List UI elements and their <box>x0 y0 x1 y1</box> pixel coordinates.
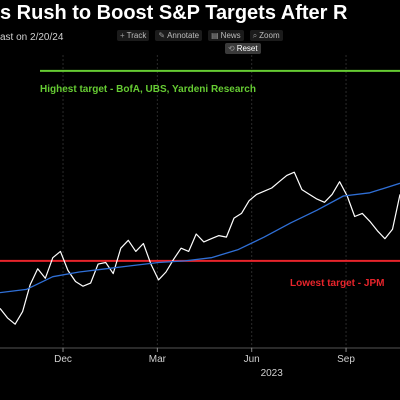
zoom-button[interactable]: ⌕ Zoom <box>249 30 283 41</box>
track-button[interactable]: + Track <box>117 30 150 41</box>
annotate-label: Annotate <box>167 31 200 40</box>
plus-icon: + <box>120 31 125 40</box>
chart-toolbar: + Track ✎ Annotate ▤ News ⌕ Zoom ⟲ Reset <box>117 30 287 54</box>
annotate-button[interactable]: ✎ Annotate <box>155 30 203 41</box>
chart-subtitle: ast on 2/20/24 <box>0 32 64 43</box>
index-price-line <box>0 171 400 325</box>
chart-title: s Rush to Boost S&P Targets After R <box>0 2 348 24</box>
x-year-label: 2023 <box>261 368 284 379</box>
zoom-label: Zoom <box>259 31 280 40</box>
highest-target-label: Highest target - BofA, UBS, Yardeni Rese… <box>40 84 256 95</box>
zoom-icon: ⌕ <box>252 30 258 40</box>
reset-button[interactable]: ⟲ Reset <box>225 43 261 54</box>
news-button[interactable]: ▤ News <box>208 30 244 41</box>
track-label: Track <box>126 31 147 40</box>
news-label: News <box>220 31 241 40</box>
lowest-target-label: Lowest target - JPM <box>290 278 384 289</box>
x-tick-label-0: Dec <box>54 354 72 365</box>
x-tick-label-3: Sep <box>337 354 355 365</box>
pencil-icon: ✎ <box>158 31 166 40</box>
moving-average-line <box>0 182 400 294</box>
news-icon: ▤ <box>211 31 219 40</box>
reset-label: Reset <box>236 44 258 53</box>
x-tick-label-2: Jun <box>244 354 260 365</box>
x-tick-label-1: Mar <box>149 354 167 365</box>
reset-icon: ⟲ <box>228 44 235 53</box>
